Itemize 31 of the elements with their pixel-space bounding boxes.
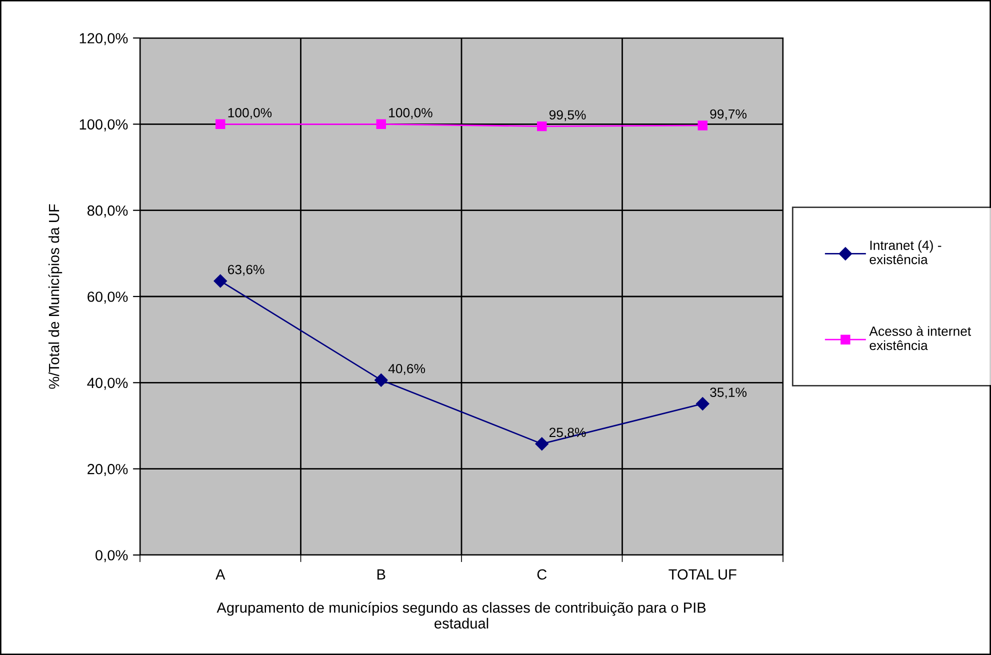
x-tick-label: TOTAL UF — [668, 569, 736, 580]
point — [698, 120, 708, 130]
data-label: 63,6% — [228, 264, 264, 276]
data-label: 35,1% — [710, 388, 747, 399]
point — [535, 437, 548, 450]
data-label: 99,7% — [710, 109, 747, 120]
y-tick-label: 20,0% — [88, 464, 128, 476]
point — [376, 119, 386, 130]
data-label: 25,8% — [549, 428, 586, 439]
point — [214, 274, 227, 288]
y-tick-label: 0,0% — [96, 550, 128, 562]
x-axis-title: Agrupamento de municípios segundo as classes de contribuição para o PIB estadual — [216, 602, 706, 629]
point — [216, 119, 226, 130]
data-label: 40,6% — [388, 364, 426, 375]
y-tick-label: 100,0% — [80, 119, 128, 132]
y-tick-label: 120,0% — [80, 33, 128, 46]
data-label: 99,5% — [549, 110, 586, 122]
y-tick-label: 80,0% — [87, 205, 128, 218]
point — [537, 121, 547, 132]
point — [696, 397, 710, 410]
x-tick-label: A — [216, 569, 226, 580]
data-label: 100,0% — [389, 108, 432, 119]
legend-label: Acesso à internet existência — [869, 326, 972, 350]
y-tick-label: 40,0% — [87, 378, 128, 390]
x-tick-label: C — [537, 569, 547, 580]
data-label: 100,0% — [228, 108, 272, 119]
y-tick-label: 60,0% — [88, 292, 128, 304]
point — [374, 373, 388, 387]
legend-label: Intranet (4) - existência — [870, 240, 942, 264]
y-axis-title: %/Total de Municípios da UF — [48, 204, 62, 389]
x-tick-label: B — [377, 569, 386, 580]
